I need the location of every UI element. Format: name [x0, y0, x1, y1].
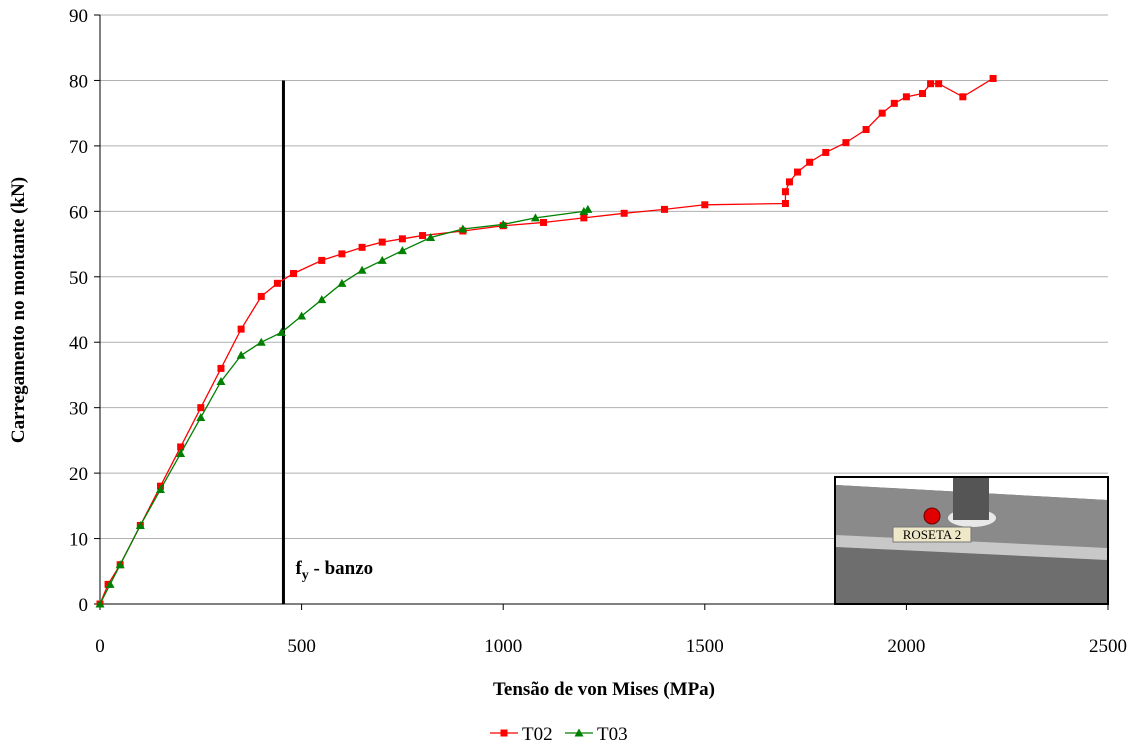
marker — [927, 80, 935, 88]
marker — [397, 246, 407, 255]
y-axis-title: Carregamento no montante (kN) — [8, 177, 29, 443]
label-rest: - banzo — [309, 558, 373, 579]
marker — [902, 93, 910, 101]
marker — [989, 74, 997, 82]
y-tick-label: 0 — [79, 595, 89, 616]
marker — [177, 443, 185, 451]
y-tick-label: 90 — [69, 6, 88, 27]
marker — [276, 327, 286, 336]
marker — [919, 90, 927, 98]
marker — [842, 139, 850, 147]
marker — [540, 218, 548, 226]
marker — [890, 99, 898, 107]
marker — [196, 412, 206, 421]
marker — [574, 728, 584, 737]
marker — [583, 204, 593, 213]
marker — [216, 376, 226, 385]
marker — [785, 178, 793, 186]
y-tick-label: 30 — [69, 399, 88, 420]
label-sub: y — [302, 568, 309, 583]
marker — [105, 579, 115, 588]
marker — [115, 560, 125, 569]
inset-post — [953, 478, 989, 520]
inset-label-box — [892, 526, 972, 543]
marker — [273, 279, 281, 287]
legend-label: T03 — [597, 724, 628, 745]
marker — [135, 520, 145, 529]
marker — [498, 219, 508, 228]
marker — [236, 350, 246, 359]
x-axis-title: Tensão de von Mises (MPa) — [493, 679, 715, 700]
marker — [378, 238, 386, 246]
marker — [337, 278, 347, 287]
inset-rosette — [923, 507, 941, 525]
marker — [935, 80, 943, 88]
y-tick-label: 60 — [69, 202, 88, 223]
marker — [297, 311, 307, 320]
marker — [660, 205, 668, 213]
marker — [701, 201, 709, 209]
x-tick-label: 0 — [95, 636, 105, 657]
marker — [426, 233, 436, 242]
marker — [878, 109, 886, 117]
label-main: f — [295, 558, 302, 579]
marker — [806, 158, 814, 166]
marker — [781, 199, 789, 207]
legend-label: T02 — [522, 724, 553, 745]
marker — [398, 235, 406, 243]
y-tick-label: 40 — [69, 333, 88, 354]
x-tick-label: 2000 — [887, 636, 925, 657]
marker — [155, 484, 165, 493]
x-tick-label: 500 — [287, 636, 316, 657]
marker — [256, 337, 266, 346]
inset-label: ROSETA 2 — [903, 527, 962, 542]
marker — [358, 243, 366, 251]
inset: ROSETA 2 — [834, 476, 1109, 605]
marker — [357, 265, 367, 274]
marker — [822, 148, 830, 156]
marker — [317, 295, 327, 304]
series-line — [99, 208, 589, 605]
marker — [458, 224, 468, 233]
y-tick-label: 70 — [69, 137, 88, 158]
x-tick-label: 1500 — [686, 636, 724, 657]
marker — [338, 250, 346, 258]
marker — [419, 232, 427, 240]
y-tick-label: 80 — [69, 71, 88, 92]
marker — [257, 292, 265, 300]
marker — [580, 214, 588, 222]
marker — [781, 188, 789, 196]
y-tick-label: 50 — [69, 268, 88, 289]
marker — [794, 168, 802, 176]
marker — [237, 325, 245, 333]
marker — [500, 729, 508, 737]
marker — [217, 364, 225, 372]
marker — [377, 255, 387, 264]
marker — [197, 404, 205, 412]
marker — [290, 270, 298, 278]
marker — [862, 126, 870, 134]
marker — [530, 213, 540, 222]
marker — [176, 448, 186, 457]
x-tick-label: 1000 — [484, 636, 522, 657]
marker — [620, 209, 628, 217]
marker — [959, 93, 967, 101]
marker — [318, 256, 326, 264]
x-tick-label: 2500 — [1089, 636, 1127, 657]
reference-label: fy - banzo — [295, 558, 373, 583]
y-tick-label: 10 — [69, 530, 88, 551]
marker — [95, 599, 105, 608]
y-tick-label: 20 — [69, 464, 88, 485]
